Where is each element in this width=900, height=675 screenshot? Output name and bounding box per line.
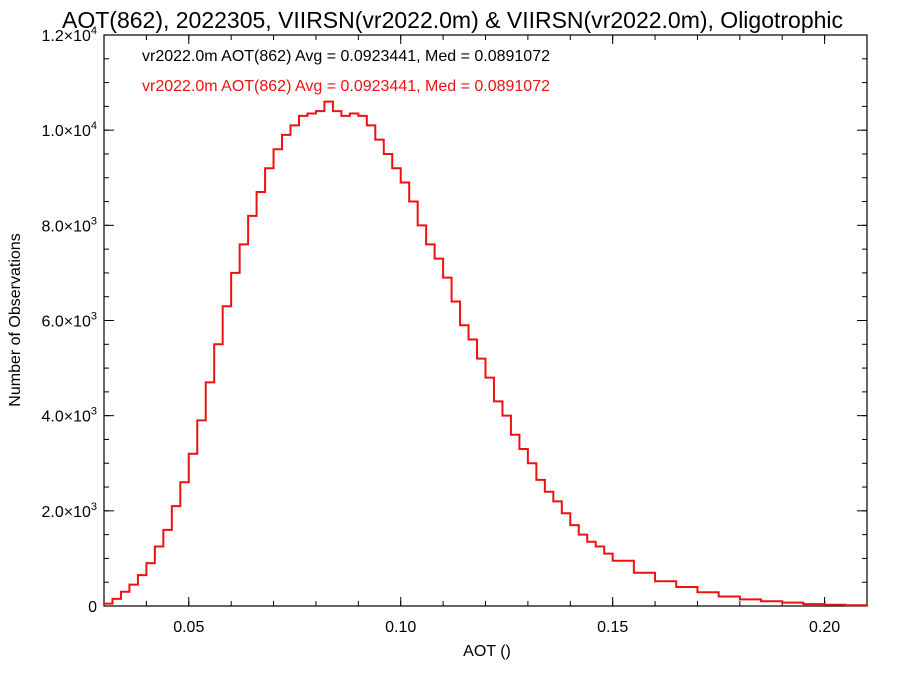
x-tick-label: 0.20 <box>809 619 840 636</box>
x-axis-label: AOT () <box>463 643 511 660</box>
y-tick-exponent: 3 <box>91 406 97 418</box>
y-tick-label: 6.0×103 <box>41 311 97 331</box>
y-tick-exponent: 4 <box>91 25 97 37</box>
x-axis-ticks: 0.05 0.10 0.15 0.20 <box>103 35 868 636</box>
y-tick-mantissa: 1.0×10 <box>41 123 90 140</box>
y-tick-label: 1.2×104 <box>41 25 97 45</box>
series-layer <box>104 100 868 607</box>
series-line <box>104 100 868 607</box>
y-tick-mantissa: 8.0×10 <box>41 218 90 235</box>
x-tick-label: 0.10 <box>385 619 416 636</box>
y-tick-exponent: 4 <box>91 120 97 132</box>
y-tick-label: 2.0×103 <box>41 501 97 521</box>
y-axis-ticks: 02.0×1034.0×1036.0×1038.0×1031.0×1041.2×… <box>41 25 867 616</box>
y-axis-label: Number of Observations <box>7 233 24 406</box>
y-tick-mantissa: 6.0×10 <box>41 314 90 331</box>
y-tick-mantissa: 4.0×10 <box>41 409 90 426</box>
chart-title: AOT(862), 2022305, VIIRSN(vr2022.0m) & V… <box>62 7 843 33</box>
x-tick-label: 0.15 <box>597 619 628 636</box>
y-tick-label: 4.0×103 <box>41 406 97 426</box>
annotation-line-2: vr2022.0m AOT(862) Avg = 0.0923441, Med … <box>142 78 550 95</box>
y-tick-label: 8.0×103 <box>41 215 97 235</box>
y-tick-label: 0 <box>88 599 97 616</box>
y-tick-exponent: 3 <box>91 215 97 227</box>
x-tick-label: 0.05 <box>173 619 204 636</box>
y-tick-label: 1.0×104 <box>41 120 97 140</box>
y-tick-exponent: 3 <box>91 501 97 513</box>
y-tick-exponent: 3 <box>91 311 97 323</box>
plot-frame <box>103 34 868 607</box>
y-tick-mantissa: 0 <box>88 599 97 616</box>
annotation-line-1: vr2022.0m AOT(862) Avg = 0.0923441, Med … <box>142 48 550 65</box>
y-tick-mantissa: 2.0×10 <box>41 504 90 521</box>
y-tick-mantissa: 1.2×10 <box>41 28 90 45</box>
